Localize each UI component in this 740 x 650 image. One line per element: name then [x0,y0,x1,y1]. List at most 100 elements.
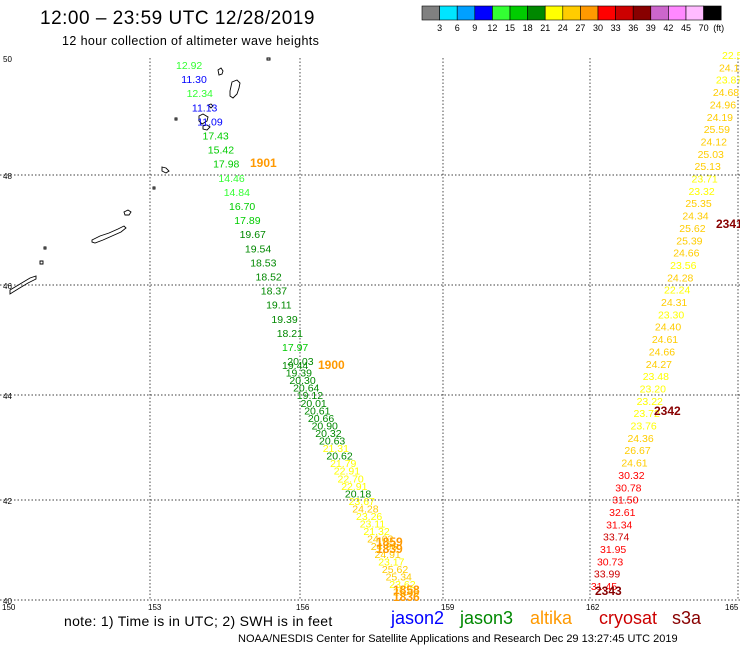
wave-height-value: 14.46 [218,173,244,185]
wave-height-value: 23.62 [389,579,415,591]
wave-height-value: 18.53 [250,257,276,269]
legend-swatch [456,5,476,21]
latitude-label: 42 [3,497,12,506]
wave-height-value: 24.66 [649,346,675,358]
legend-label: 42 [663,23,673,33]
wave-height-value: 23.87 [716,75,740,87]
wave-height-value: 31.95 [600,544,626,556]
wave-height-value: 11.13 [192,102,218,114]
wave-height-value: 19.44 [282,360,308,372]
wave-height-value: 24.19 [707,112,733,124]
wave-height-value: 24.34 [682,211,708,223]
map-grid [0,58,740,601]
wave-height-value: 20.32 [315,428,341,440]
wave-height-value: 22.70 [338,473,364,485]
wave-height-value: 15.42 [208,145,234,157]
wave-height-value: 26.67 [624,445,650,457]
wave-height-value: 12.92 [176,60,202,72]
wave-height-value: 23.11 [360,519,386,531]
wave-height-value: 18.52 [256,272,282,284]
wave-height-value: 19.39 [271,314,297,326]
wave-height-value: 11.30 [181,74,207,86]
wave-height-value: 23.26 [356,511,382,523]
legend-label: 24 [558,23,568,33]
latitude-label: 50 [3,55,12,64]
satellite-jason2: jason2 [391,608,445,628]
island-outline [174,117,178,121]
wave-height-value: 20.90 [312,420,338,432]
wave-height-value: 24.03 [367,534,393,546]
wave-height-value: 25.62 [382,564,408,576]
legend-label: 45 [681,23,691,33]
wave-height-value: 24.28 [667,272,693,284]
wave-height-value: 23.17 [378,556,404,568]
latitude-label: 40 [3,597,12,606]
wave-height-value: 25.62 [679,223,705,235]
wave-height-value: 18.37 [261,286,287,298]
latitude-label: 48 [3,172,12,181]
latitude-label: 44 [3,392,12,401]
wave-height-value: 24.91 [375,549,401,561]
wave-height-value: 19.39 [286,368,312,380]
longitude-label: 165 [725,603,739,612]
wave-height-value: 30.78 [615,482,641,494]
pass-time-label: 1858 [393,583,420,597]
wave-height-value: 25.39 [676,235,702,247]
wave-height-value: 20.62 [326,451,352,463]
legend-label: 39 [646,23,656,33]
island-outline [266,57,271,61]
wave-height-value: 23.30 [658,309,684,321]
map-title: 12:00 – 23:59 UTC 12/28/2019 [40,8,315,29]
wave-height-value: 17.97 [282,342,308,354]
satellite-jason3: jason3 [460,608,514,628]
legend-label: 36 [628,23,638,33]
wave-height-value: 18.21 [277,328,303,340]
satellite-s3a: s3a [672,608,702,628]
legend-label: 27 [575,23,585,33]
legend-label: 30 [593,23,603,33]
island-outline [91,225,127,244]
wave-height-value: 24.68 [713,87,739,99]
island-outline [217,67,224,76]
wave-height-value: 24.61 [652,334,678,346]
wave-height-value: 20.30 [289,375,315,387]
wave-height-value: 23.48 [643,371,669,383]
legend-label: 21 [540,23,550,33]
island-outline [152,186,156,190]
satellite-cryosat: cryosat [599,608,658,628]
wave-height-value: 24.96 [710,99,736,111]
legend-swatch [562,5,581,21]
island-outline [202,124,211,131]
satellite-altika: altika [530,608,573,628]
island-outline [207,103,214,109]
pass-time-label: 1839 [376,542,403,556]
island-outline [161,166,170,174]
legend-swatch [703,5,722,21]
wave-height-value: 22.91 [334,466,360,478]
wave-height-value: 11.09 [197,116,223,128]
wave-height-value: 17.43 [203,131,229,143]
longitude-label: 150 [2,603,16,612]
wave-height-value: 23.71 [692,174,718,186]
legend-swatch [580,5,599,21]
wave-height-value: 24.28 [352,503,378,515]
wave-height-value: 24.12 [701,136,727,148]
legend-swatch [685,5,704,21]
wave-height-value: 25.59 [704,124,730,136]
island-outline [39,260,44,265]
island-outline [123,209,132,216]
wave-height-value: 24.61 [621,458,647,470]
longitude-label: 156 [296,603,310,612]
legend-label: 70 [699,23,709,33]
wave-height-value: 30.32 [618,470,644,482]
credit-line: NOAA/NESDIS Center for Satellite Applica… [238,633,678,645]
wave-height-value: 12.34 [187,88,213,100]
wave-height-value: 20.66 [308,413,334,425]
legend-swatch [492,5,511,21]
pass-time-label: 1859 [376,535,403,549]
wave-height-value: 23.32 [688,186,714,198]
pass-time-label: 2341 [716,217,740,231]
wave-height-value: 23.22 [637,396,663,408]
